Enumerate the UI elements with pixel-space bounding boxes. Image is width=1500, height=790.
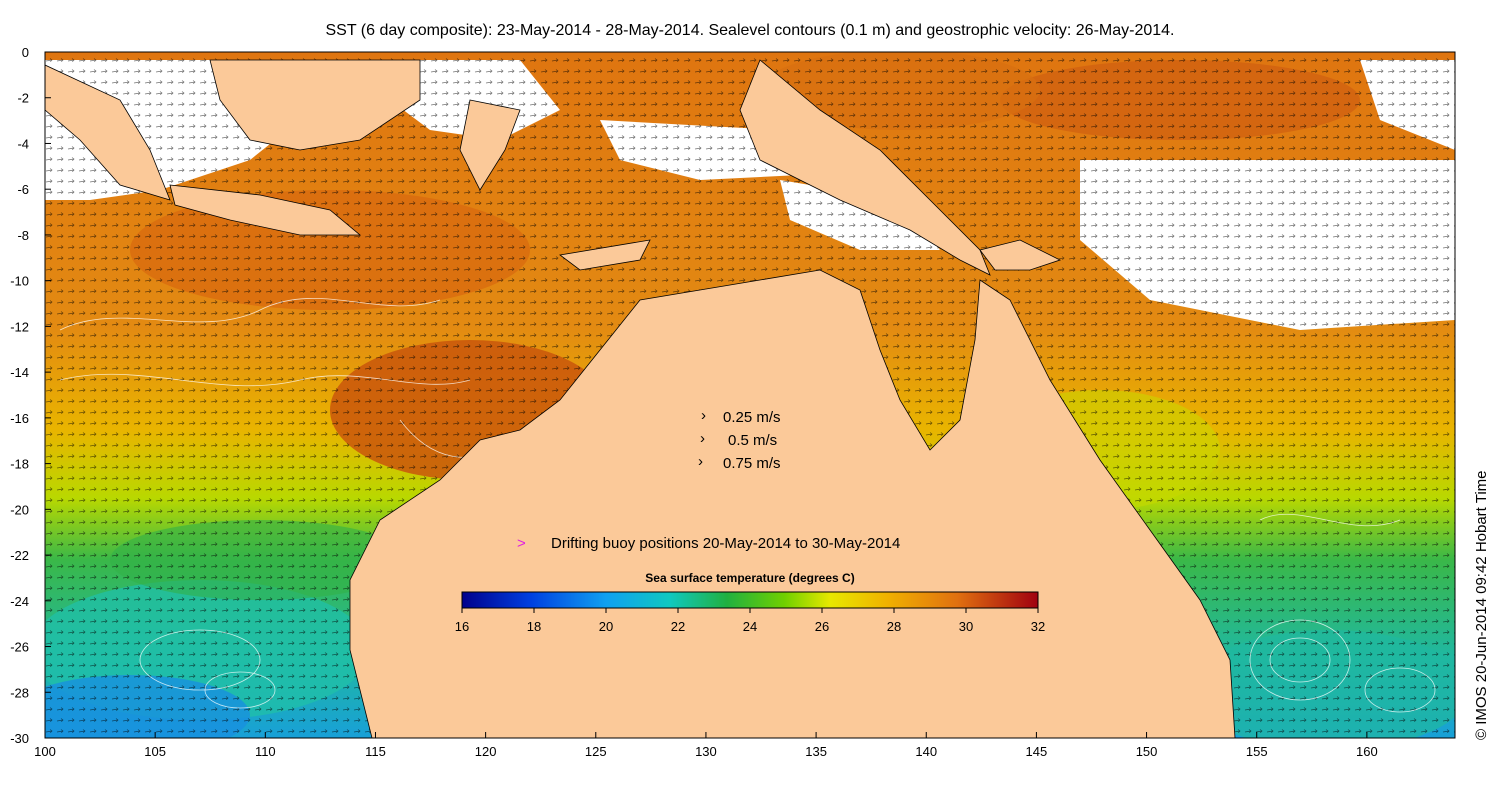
y-tick-label: 0 [22, 45, 29, 60]
x-tick-label: 105 [144, 744, 166, 759]
y-axis: 0 -2 -4 -6 -8 -10 -12 -14 -16 -18 -20 -22 -24 -26 -28 -… [10, 45, 51, 746]
map-title: SST (6 day composite): 23-May-2014 - 28-… [325, 22, 1175, 39]
velocity-arrow-large: › [698, 453, 703, 470]
x-tick-label: 100 [34, 744, 56, 759]
colorbar-tick-label: 22 [671, 619, 685, 634]
colorbar-title: Sea surface temperature (degrees C) [645, 571, 854, 585]
map-plot-area [45, 52, 1455, 738]
y-tick-label: -6 [17, 182, 29, 197]
colorbar-tick-label: 28 [887, 619, 901, 634]
x-tick-label: 155 [1246, 744, 1268, 759]
y-tick-label: -14 [10, 365, 29, 380]
colorbar-tick-label: 20 [599, 619, 613, 634]
colorbar-tick-label: 26 [815, 619, 829, 634]
x-tick-label: 125 [585, 744, 607, 759]
buoy-marker-icon: > [517, 535, 526, 552]
x-tick-label: 145 [1026, 744, 1048, 759]
colorbar-tick-label: 30 [959, 619, 973, 634]
y-tick-label: -22 [10, 548, 29, 563]
y-tick-label: -26 [10, 640, 29, 655]
y-tick-label: -28 [10, 685, 29, 700]
y-tick-label: -2 [17, 91, 29, 106]
colorbar-tick-label: 24 [743, 619, 757, 634]
colorbar-tick-label: 32 [1031, 619, 1045, 634]
x-tick-label: 110 [255, 744, 276, 759]
x-tick-label: 135 [805, 744, 827, 759]
x-tick-label: 115 [365, 744, 386, 759]
x-tick-label: 130 [695, 744, 717, 759]
velocity-arrow-small: › [701, 407, 706, 424]
y-tick-label: -12 [10, 319, 29, 334]
y-tick-label: -18 [10, 457, 29, 472]
x-tick-label: 160 [1356, 744, 1378, 759]
x-tick-label: 150 [1136, 744, 1158, 759]
y-tick-label: -16 [10, 411, 29, 426]
x-tick-label: 140 [915, 744, 937, 759]
x-tick-label: 120 [475, 744, 497, 759]
colorbar-tick-label: 16 [455, 619, 469, 634]
y-tick-label: -20 [10, 502, 29, 517]
buoy-legend-label: Drifting buoy positions 20-May-2014 to 3… [551, 535, 900, 552]
copyright-note: © IMOS 20-Jun-2014 09:42 Hobart Time [1473, 470, 1490, 740]
y-tick-label: -4 [17, 136, 29, 151]
colorbar-bar [461, 591, 1039, 609]
velocity-label-2: 0.5 m/s [728, 432, 777, 449]
colorbar-ticks: 16 18 20 22 24 26 28 30 32 [455, 608, 1045, 634]
x-axis: 100 105 110 115 120 125 130 135 140 145 150 155 160 [34, 732, 1378, 759]
y-tick-label: -30 [10, 731, 29, 746]
y-tick-label: -24 [10, 594, 29, 609]
velocity-legend: › 0.25 m/s › 0.5 m/s › 0.75 m/s [698, 407, 781, 472]
colorbar-tick-label: 18 [527, 619, 541, 634]
velocity-arrow-medium: › [700, 430, 705, 447]
y-tick-label: -10 [10, 274, 29, 289]
land [45, 59, 1236, 738]
velocity-label-3: 0.75 m/s [723, 455, 781, 472]
velocity-label-1: 0.25 m/s [723, 409, 781, 426]
buoy-legend: > Drifting buoy positions 20-May-2014 to… [517, 535, 900, 552]
colorbar: Sea surface temperature (degrees C) 16 18… [455, 571, 1045, 634]
y-tick-label: -8 [17, 228, 29, 243]
plot-frame [44, 51, 1456, 739]
